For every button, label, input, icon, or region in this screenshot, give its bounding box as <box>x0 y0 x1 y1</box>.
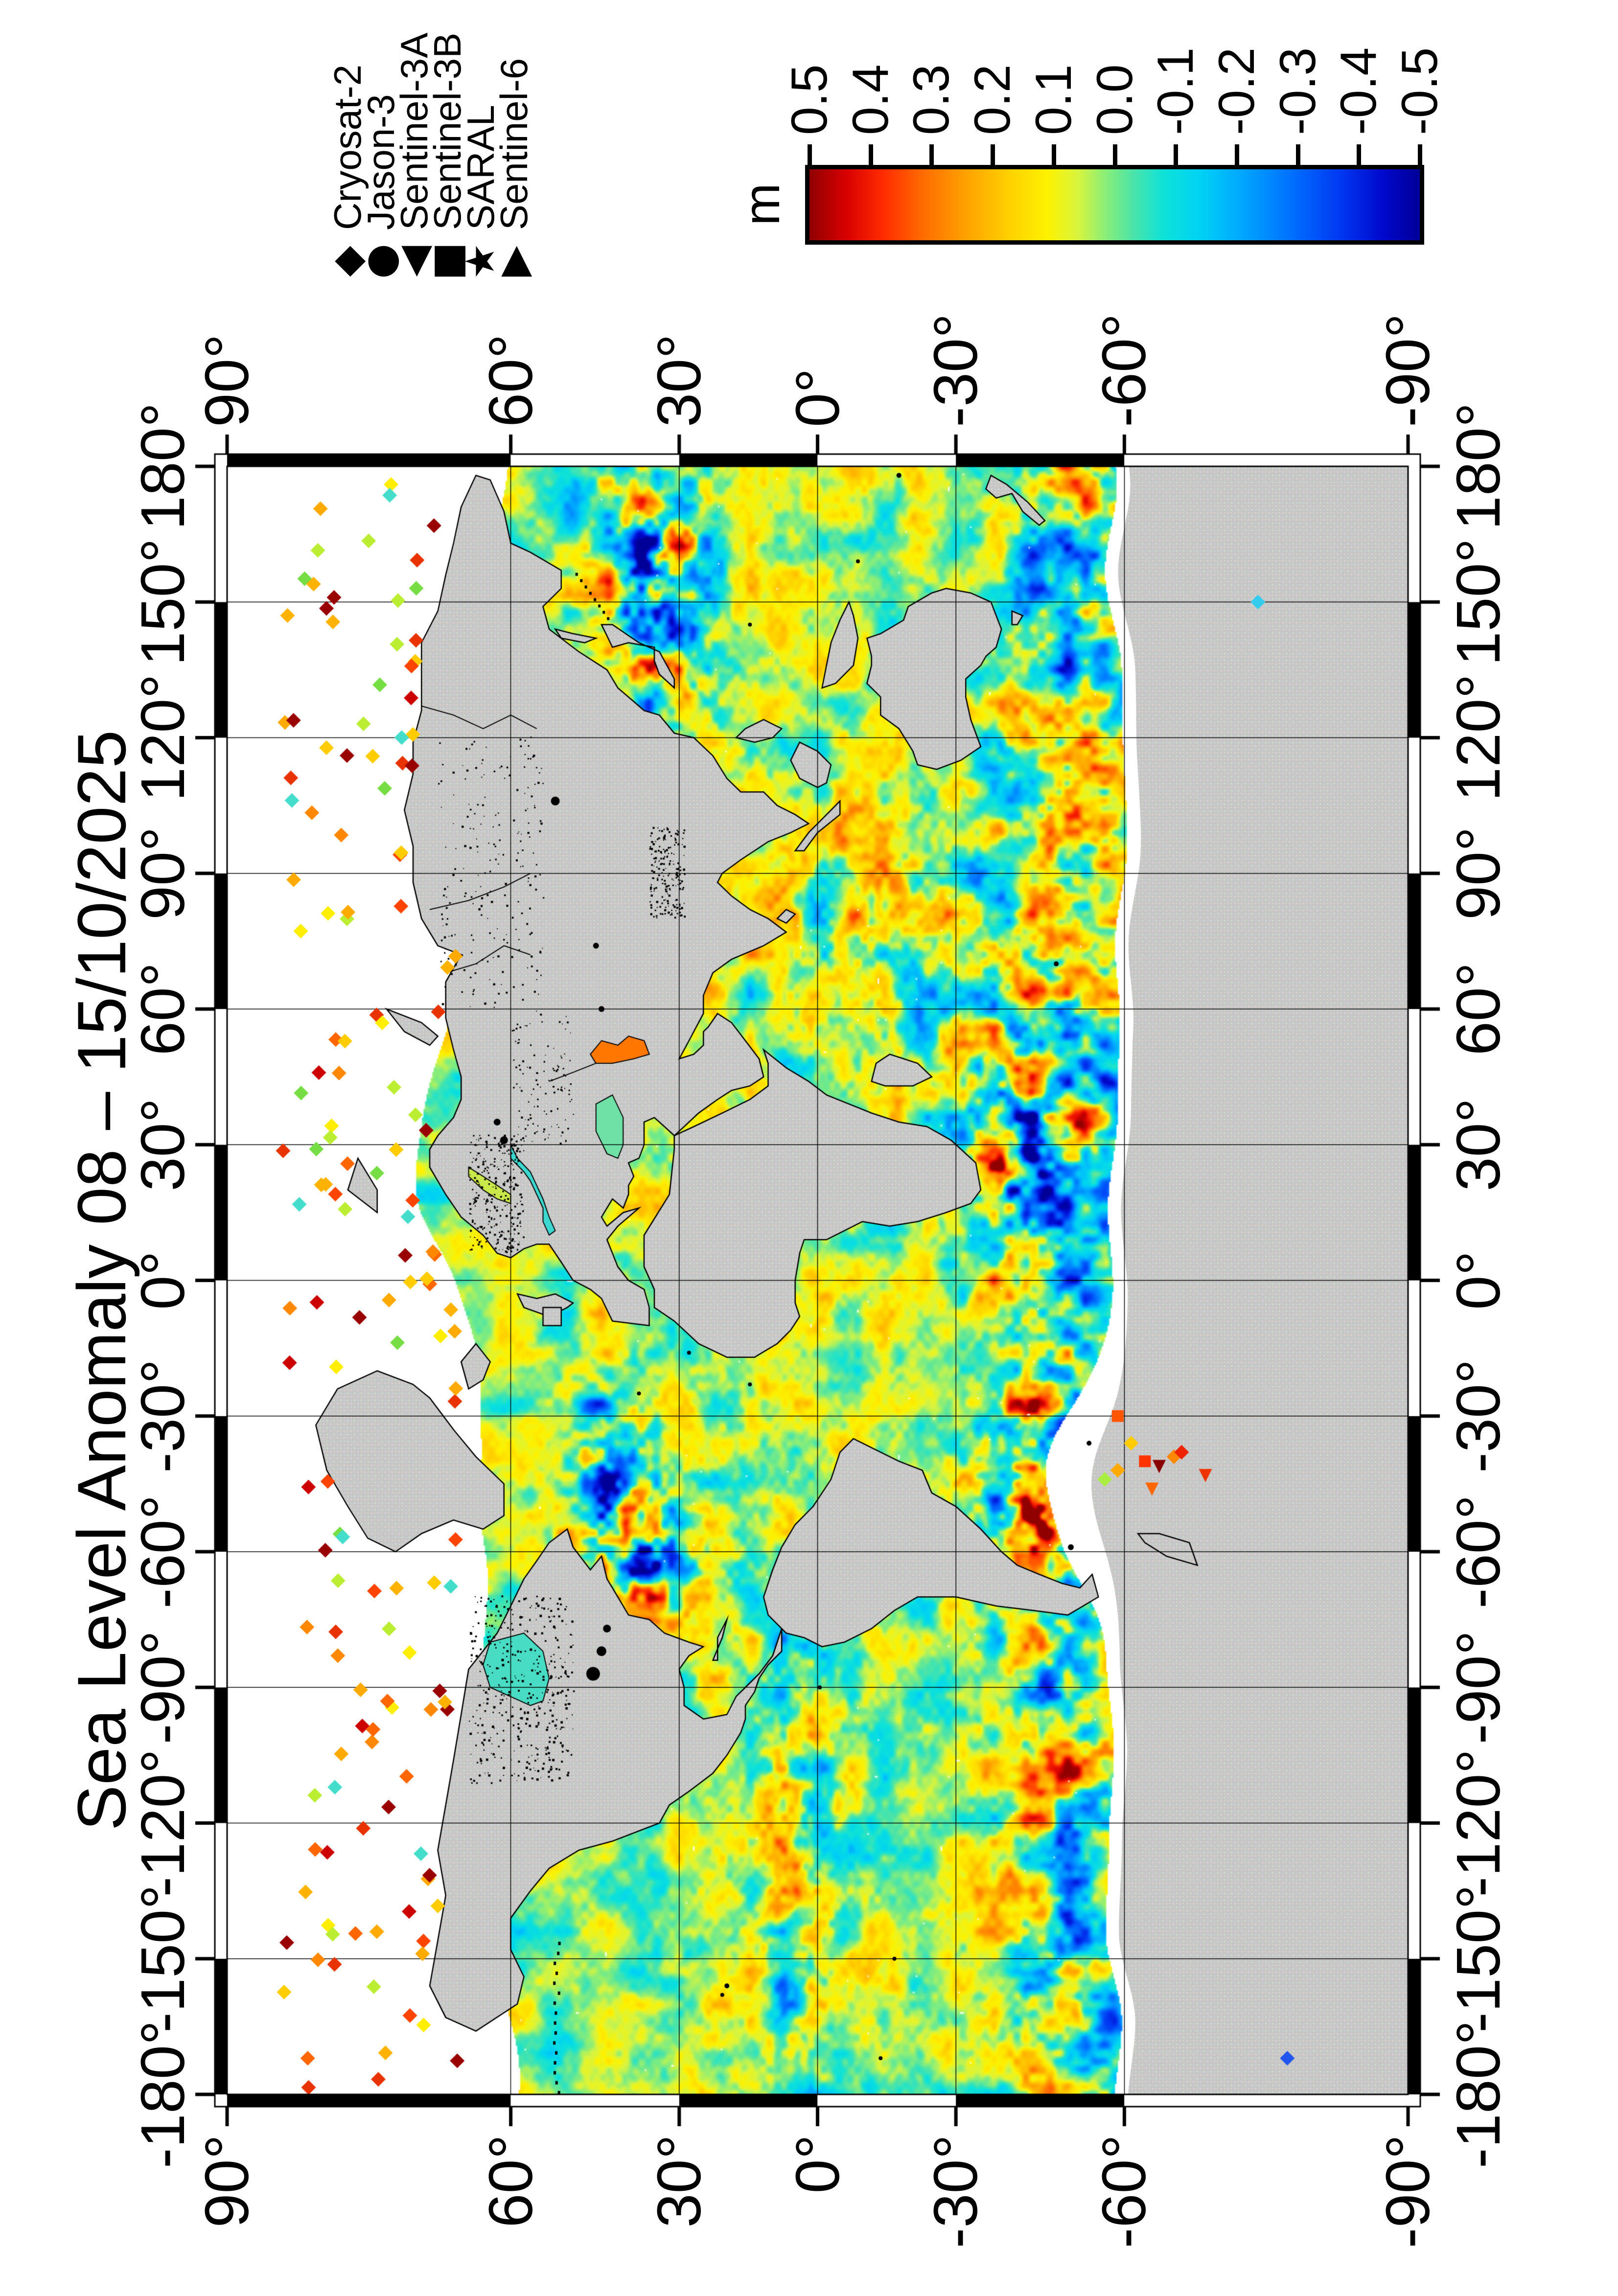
colorbar-tick <box>1357 144 1362 165</box>
lon-tick-label-top: 180° <box>128 402 197 530</box>
lat-tick-label-right: 90° <box>192 334 261 427</box>
lat-tick-label-right: 0° <box>783 368 852 427</box>
colorbar-tick <box>929 144 934 165</box>
colorbar-tick <box>1418 144 1422 165</box>
lat-tick-label-left: 60° <box>476 2135 545 2228</box>
colorbar-tick-label: 0.1 <box>1025 64 1082 135</box>
colorbar-tick <box>991 144 995 165</box>
colorbar-tick-label: 0.3 <box>903 64 960 135</box>
colorbar-tick-label: -0.1 <box>1147 47 1204 135</box>
colorbar-tick <box>1295 144 1300 165</box>
lat-tick-label-left: -90° <box>1373 2135 1442 2249</box>
colorbar-tick-label: 0.2 <box>964 64 1021 135</box>
colorbar-tick-label: -0.5 <box>1391 47 1448 135</box>
lat-tick-label-right: 60° <box>476 334 545 427</box>
lat-tick-label-left: 30° <box>644 2135 714 2228</box>
lat-tick-label-right: -60° <box>1089 313 1159 428</box>
colorbar-tick <box>868 144 873 165</box>
lat-tick-label-left: -60° <box>1089 2135 1159 2249</box>
colorbar-tick-label: 0.4 <box>842 64 899 135</box>
colorbar-tick-label: -0.3 <box>1269 47 1326 135</box>
colorbar-tick <box>1174 144 1179 165</box>
colorbar-tick <box>1112 144 1117 165</box>
colorbar-tick-label: -0.2 <box>1208 47 1265 135</box>
lat-tick-label-left: 0° <box>783 2135 852 2194</box>
colorbar-tick-label: 0.5 <box>781 64 838 135</box>
lat-tick-label-right: 30° <box>644 334 714 427</box>
colorbar-gradient <box>809 169 1420 240</box>
lat-tick-label-right: -30° <box>921 313 991 428</box>
colorbar-tick-label: -0.4 <box>1330 47 1387 135</box>
colorbar-tick-label: 0.0 <box>1086 64 1143 135</box>
colorbar-tick <box>808 144 812 165</box>
lon-tick-label-bottom: 180° <box>1444 402 1513 530</box>
colorbar-tick <box>1051 144 1056 165</box>
plot-title: Sea Level Anomaly 08 – 15/10/2025 <box>63 730 140 1831</box>
legend-satellite-label: Sentinel-6 <box>492 58 535 230</box>
lat-tick-label-left: 90° <box>192 2135 261 2228</box>
colorbar-unit-label: m <box>734 183 790 226</box>
colorbar-tick <box>1234 144 1239 165</box>
lat-tick-label-left: -30° <box>921 2135 991 2249</box>
lat-tick-label-right: -90° <box>1373 313 1442 428</box>
